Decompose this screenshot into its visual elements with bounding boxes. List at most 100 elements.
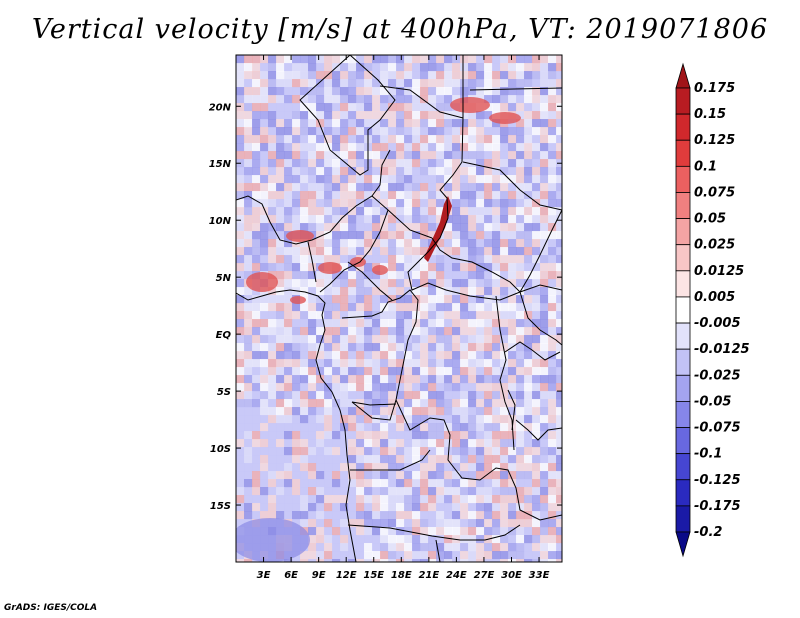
field-cell: [420, 327, 429, 336]
field-cell: [300, 479, 309, 488]
field-cell: [324, 119, 333, 128]
field-cell: [524, 295, 533, 304]
field-cell: [412, 287, 421, 296]
field-cell: [244, 351, 253, 360]
field-cell: [268, 63, 277, 72]
field-cell: [252, 319, 261, 328]
field-cell: [492, 127, 501, 136]
field-cell: [372, 367, 381, 376]
field-cell: [532, 399, 541, 408]
field-cell: [404, 383, 413, 392]
field-cell: [332, 135, 341, 144]
field-cell: [388, 495, 397, 504]
field-cell: [508, 295, 517, 304]
field-cell: [292, 447, 301, 456]
field-cell: [524, 55, 533, 64]
field-cell: [412, 183, 421, 192]
field-cell: [444, 471, 453, 480]
field-cell: [516, 127, 525, 136]
field-cell: [468, 399, 477, 408]
field-cell: [300, 303, 309, 312]
field-cell: [268, 175, 277, 184]
field-cell: [412, 351, 421, 360]
field-cell: [348, 559, 357, 562]
field-cell: [316, 423, 325, 432]
field-cell: [444, 271, 453, 280]
field-cell: [540, 167, 549, 176]
field-cell: [236, 199, 245, 208]
field-cell: [300, 159, 309, 168]
colorbar-label: 0.125: [694, 133, 735, 148]
field-cell: [436, 423, 445, 432]
field-cell: [468, 271, 477, 280]
field-cell: [300, 431, 309, 440]
field-cell: [436, 239, 445, 248]
field-cell: [316, 303, 325, 312]
field-cell: [356, 351, 365, 360]
field-cell: [276, 207, 285, 216]
field-cell: [460, 287, 469, 296]
field-cell: [492, 271, 501, 280]
field-cell: [508, 439, 517, 448]
field-cell: [492, 199, 501, 208]
field-cell: [388, 383, 397, 392]
field-cell: [244, 471, 253, 480]
field-cell: [260, 375, 269, 384]
field-cell: [516, 455, 525, 464]
field-cell: [276, 439, 285, 448]
field-cell: [556, 311, 562, 320]
field-cell: [380, 551, 389, 560]
field-cell: [380, 239, 389, 248]
field-cell: [524, 207, 533, 216]
field-cell: [412, 231, 421, 240]
field-cell: [324, 559, 333, 562]
field-cell: [532, 439, 541, 448]
field-cell: [292, 343, 301, 352]
field-cell: [340, 167, 349, 176]
field-cell: [444, 159, 453, 168]
field-cell: [380, 327, 389, 336]
field-cell: [412, 463, 421, 472]
field-cell: [388, 239, 397, 248]
field-cell: [284, 127, 293, 136]
field-cell: [428, 263, 437, 272]
field-cell: [308, 119, 317, 128]
field-cell: [348, 383, 357, 392]
field-cell: [268, 439, 277, 448]
field-cell: [316, 335, 325, 344]
field-cell: [308, 207, 317, 216]
field-cell: [476, 319, 485, 328]
field-cell: [380, 487, 389, 496]
field-cell: [340, 431, 349, 440]
field-cell: [268, 511, 277, 520]
field-cell: [524, 239, 533, 248]
field-cell: [420, 471, 429, 480]
field-cell: [444, 359, 453, 368]
field-cell: [420, 479, 429, 488]
field-cell: [316, 135, 325, 144]
field-cell: [508, 183, 517, 192]
field-cell: [284, 207, 293, 216]
field-cell: [268, 71, 277, 80]
field-cell: [476, 383, 485, 392]
field-cell: [420, 399, 429, 408]
field-cell: [516, 407, 525, 416]
field-cell: [516, 87, 525, 96]
field-cell: [364, 543, 373, 552]
field-cell: [316, 463, 325, 472]
field-cell: [356, 167, 365, 176]
field-cell: [460, 383, 469, 392]
field-cell: [388, 255, 397, 264]
field-cell: [460, 375, 469, 384]
field-cell: [508, 135, 517, 144]
field-cell: [444, 519, 453, 528]
field-cell: [540, 391, 549, 400]
field-cell: [364, 175, 373, 184]
colorbar-box: [675, 453, 691, 481]
field-cell: [276, 423, 285, 432]
field-cell: [404, 215, 413, 224]
field-cell: [420, 263, 429, 272]
field-cell: [236, 255, 245, 264]
field-cell: [428, 111, 437, 120]
field-cell: [260, 191, 269, 200]
